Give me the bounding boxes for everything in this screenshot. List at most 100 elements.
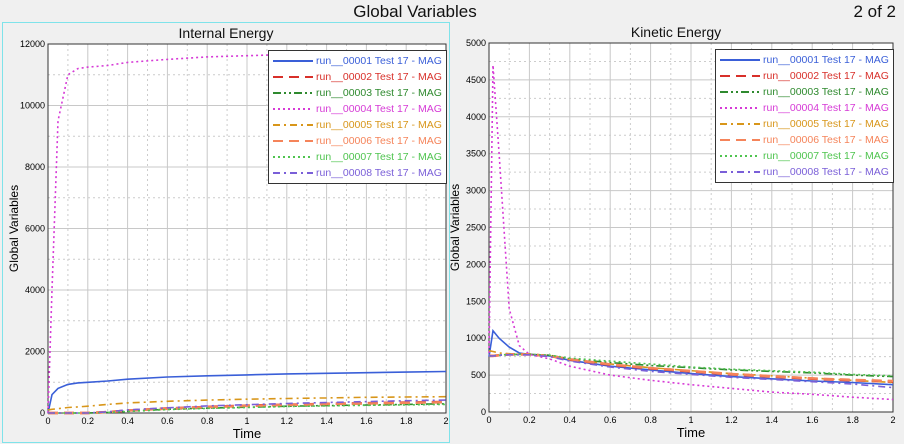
legend-item[interactable]: run__00007 Test 17 - MAG [720,148,889,164]
chart-title: Kinetic Energy [630,24,722,40]
x-tick-label: 1.2 [281,416,294,426]
legend-item[interactable]: run__00006 Test 17 - MAG [273,133,442,149]
y-axis-label: Global Variables [7,185,21,272]
x-tick-label: 0.2 [523,415,536,425]
plot-border [488,42,894,413]
legend-swatch [273,76,313,78]
x-tick-label: 0.8 [201,416,214,426]
x-tick-label: 1.8 [400,416,413,426]
legend-label: run__00001 Test 17 - MAG [316,55,442,67]
y-tick-label: 6000 [25,224,45,234]
legend-item[interactable]: run__00004 Test 17 - MAG [720,100,889,116]
legend-swatch [720,123,760,125]
legend-item[interactable]: run__00008 Test 17 - MAG [720,164,889,180]
x-tick-label: 1.8 [846,415,859,425]
legend-item[interactable]: run__00004 Test 17 - MAG [273,101,442,117]
x-tick-label: 2 [443,416,448,426]
legend-label: run__00002 Test 17 - MAG [316,71,442,83]
y-tick-label: 10000 [20,101,45,111]
y-tick-label: 1500 [466,296,486,306]
y-tick-label: 4000 [466,112,486,122]
legend-label: run__00005 Test 17 - MAG [316,119,442,131]
legend-item[interactable]: run__00008 Test 17 - MAG [273,165,442,181]
legend-swatch [273,60,313,62]
legend: run__00001 Test 17 - MAG run__00002 Test … [715,49,894,183]
series-line-1 [47,370,447,414]
legend-swatch [720,59,760,61]
legend-label: run__00007 Test 17 - MAG [316,151,442,163]
x-tick-label: 0.4 [121,416,134,426]
y-tick-label: 4500 [466,75,486,85]
legend-swatch [720,139,760,141]
y-axis-label: Global Variables [450,184,462,271]
x-tick-label: 1 [688,415,693,425]
legend-swatch [720,91,760,93]
legend-item[interactable]: run__00006 Test 17 - MAG [720,132,889,148]
legend-label: run__00003 Test 17 - MAG [316,87,442,99]
x-tick-label: 0.6 [604,415,617,425]
legend-swatch [720,171,760,173]
legend-swatch [273,156,313,158]
y-tick-label: 3500 [466,149,486,159]
legend-label: run__00001 Test 17 - MAG [763,54,889,66]
y-tick-label: 1000 [466,333,486,343]
x-tick-label: 1.4 [766,415,779,425]
y-tick-label: 2500 [466,223,486,233]
legend-item[interactable]: run__00005 Test 17 - MAG [720,116,889,132]
internal-energy-panel[interactable]: Internal Energy 0 2000 4000 6000 8000 10000 12… [2,22,450,443]
legend-item[interactable]: run__00007 Test 17 - MAG [273,149,442,165]
legend: run__00001 Test 17 - MAG run__00002 Test … [268,50,447,184]
series-line-4 [488,65,894,401]
x-tick-label: 1.6 [360,416,373,426]
y-tick-label: 4000 [25,285,45,295]
series-line-6 [48,400,447,415]
legend-swatch [273,124,313,126]
legend-label: run__00003 Test 17 - MAG [763,86,889,98]
legend-swatch [720,107,760,109]
y-tick-label: 0 [40,408,45,418]
legend-item[interactable]: run__00002 Test 17 - MAG [273,69,442,85]
x-tick-label: 1.2 [725,415,738,425]
page-title: Global Variables [353,2,477,21]
legend-item[interactable]: run__00001 Test 17 - MAG [273,53,442,69]
x-tick-label: 1.6 [806,415,819,425]
y-tick-label: 2000 [25,347,45,357]
y-tick-label: 0 [481,407,486,417]
legend-label: run__00005 Test 17 - MAG [763,118,889,130]
legend-item[interactable]: run__00003 Test 17 - MAG [273,85,442,101]
x-tick-label: 0.6 [161,416,174,426]
y-tick-label: 5000 [466,38,486,48]
legend-label: run__00006 Test 17 - MAG [763,134,889,146]
legend-label: run__00007 Test 17 - MAG [763,150,889,162]
x-axis-label: Time [677,425,705,440]
x-tick-label: 0 [486,415,491,425]
legend-item[interactable]: run__00005 Test 17 - MAG [273,117,442,133]
kinetic-energy-panel[interactable]: Kinetic Energy 0 500 1000 1500 2000 2500 3000 3… [450,22,902,441]
x-tick-label: 1 [244,416,249,426]
legend-label: run__00002 Test 17 - MAG [763,70,889,82]
x-tick-label: 0 [45,416,50,426]
x-tick-label: 0.8 [644,415,657,425]
series-line-6 [489,353,894,383]
plot-border [47,43,447,414]
x-tick-label: 0.2 [82,416,95,426]
chart-title: Internal Energy [178,25,274,41]
legend-label: run__00004 Test 17 - MAG [316,103,442,115]
legend-label: run__00008 Test 17 - MAG [763,166,889,178]
y-tick-label: 8000 [25,162,45,172]
page-indicator: 2 of 2 [853,2,896,21]
legend-item[interactable]: run__00003 Test 17 - MAG [720,84,889,100]
legend-item[interactable]: run__00002 Test 17 - MAG [720,68,889,84]
y-tick-label: 12000 [20,39,45,49]
legend-swatch [273,92,313,94]
series-line-7 [489,353,894,377]
legend-swatch [273,172,313,174]
legend-label: run__00004 Test 17 - MAG [763,102,889,114]
x-axis-label: Time [233,426,261,441]
legend-item[interactable]: run__00001 Test 17 - MAG [720,52,889,68]
x-tick-label: 0.4 [564,415,577,425]
series-line-3 [48,403,447,414]
x-tick-label: 1.4 [320,416,333,426]
legend-label: run__00008 Test 17 - MAG [316,167,442,179]
legend-swatch [720,75,760,77]
